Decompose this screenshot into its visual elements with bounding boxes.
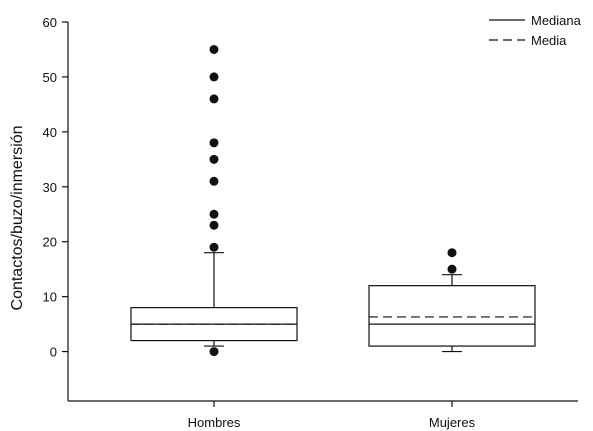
y-tick-label: 20 xyxy=(43,235,57,250)
iqr-box xyxy=(368,285,536,347)
outlier-point xyxy=(209,44,219,54)
outlier-point xyxy=(209,220,219,230)
x-axis: Hombres Mujeres xyxy=(68,400,578,430)
legend-label: Media xyxy=(531,33,567,48)
outlier-point xyxy=(209,138,219,148)
y-axis-label: Contactos/buzo/inmersión xyxy=(9,126,26,311)
box-group-mujeres xyxy=(368,248,536,353)
x-tick-label: Mujeres xyxy=(429,415,476,430)
y-tick-label: 60 xyxy=(43,15,57,30)
outlier-point xyxy=(209,154,219,164)
legend: Mediana Media xyxy=(489,13,582,48)
y-tick-label: 40 xyxy=(43,125,57,140)
legend-label: Mediana xyxy=(531,13,582,28)
box-groups xyxy=(130,44,536,357)
y-tick-label: 10 xyxy=(43,290,57,305)
box-group-hombres xyxy=(130,44,298,357)
y-tick-label: 30 xyxy=(43,180,57,195)
y-tick-label: 0 xyxy=(50,345,57,360)
outlier-point xyxy=(209,242,219,252)
y-axis: 0 10 20 30 40 50 60 xyxy=(43,15,69,401)
outlier-point xyxy=(209,94,219,104)
x-tick-label: Hombres xyxy=(188,415,241,430)
outlier-point xyxy=(209,209,219,219)
outlier-point xyxy=(209,347,219,357)
y-tick-label: 50 xyxy=(43,70,57,85)
outlier-point xyxy=(209,176,219,186)
outlier-point xyxy=(447,264,457,274)
outlier-point xyxy=(209,72,219,82)
outlier-point xyxy=(447,248,457,258)
